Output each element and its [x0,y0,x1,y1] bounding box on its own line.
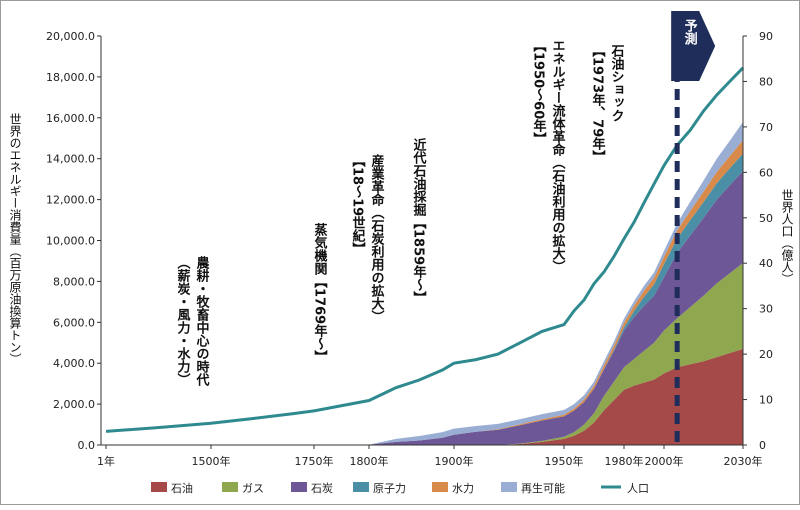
y-left-tick-label: 10,000.0 [46,235,95,248]
annotation-agri-0: 農耕・牧畜中心の時代 [194,255,211,387]
legend-swatch-2 [291,482,307,492]
x-tick-label: 1年 [97,454,115,468]
annotation-oilshock-1: 【1973年、79年】 [590,44,606,163]
legend-label-5: 再生可能 [521,481,565,495]
x-tick-label: 1750年 [295,454,334,468]
y-left-tick-label: 14,000.0 [46,153,95,166]
annotation-industrial-0: 産業革命（石炭利用の拡大） [369,153,386,323]
legend-label-0: 石油 [171,481,193,495]
y-axis-right-title: 世界人口（億人） [780,189,794,285]
legend-label-1: ガス [242,482,264,495]
annotation-fluid-0: エネルギー流体革命（石油利用の拡大） [550,39,567,273]
y-right-tick-label: 40 [759,257,773,270]
annotation-fluid-1: 【1950〜60年】 [531,39,547,145]
y-axis-left-title: 世界のエネルギー消費量（百万原油換算トン） [8,113,22,365]
y-right-tick-label: 70 [759,121,773,134]
x-tick-label: 1980年 [605,454,644,468]
forecast-label: 予測 [682,19,698,46]
annotation-steam-0: 蒸気機関【1769年〜】 [312,222,328,363]
x-tick-label: 1800年 [350,454,389,468]
legend-label-6: 人口 [627,482,649,495]
legend-swatch-5 [501,482,517,492]
x-tick-label: 2030年 [724,454,763,468]
y-right-tick-label: 60 [759,166,773,179]
annotation-oilmining-0: 近代石油採掘【1859年〜】 [411,137,428,304]
y-left-tick-label: 16,000.0 [46,112,95,125]
y-left-tick-label: 4,000.0 [53,357,95,370]
y-left-tick-label: 20,000.0 [46,30,95,43]
annotation-oilshock-0: 石油ショック [609,44,626,122]
legend-swatch-4 [432,482,448,492]
legend-label-3: 原子力 [373,482,406,495]
legend-label-2: 石炭 [311,482,333,495]
legend-label-4: 水力 [452,482,474,495]
legend-swatch-3 [353,482,369,492]
x-tick-label: 1950年 [545,454,584,468]
forecast-arrow [671,11,716,81]
y-right-tick-label: 30 [759,303,773,316]
x-tick-label: 2000年 [645,454,684,468]
y-right-tick-label: 80 [759,75,773,88]
y-left-tick-label: 12,000.0 [46,194,95,207]
y-right-tick-label: 50 [759,212,773,225]
y-right-tick-label: 90 [759,30,773,43]
y-left-tick-label: 6,000.0 [53,316,95,329]
y-left-tick-label: 18,000.0 [46,71,95,84]
annotation-agri-1: （薪炭・風力・水力） [175,256,192,386]
y-left-tick-label: 0.0 [78,439,96,452]
x-tick-label: 1500年 [192,454,231,468]
y-left-tick-label: 2,000.0 [53,398,95,411]
x-tick-label: 1900年 [435,454,474,468]
y-left-tick-label: 8,000.0 [53,275,95,288]
y-right-tick-label: 20 [759,348,773,361]
y-right-tick-label: 10 [759,394,773,407]
annotation-industrial-1: 【18〜19世紀】 [350,154,366,255]
legend-swatch-1 [222,482,238,492]
legend-swatch-0 [151,482,167,492]
y-right-tick-label: 0 [759,439,766,452]
